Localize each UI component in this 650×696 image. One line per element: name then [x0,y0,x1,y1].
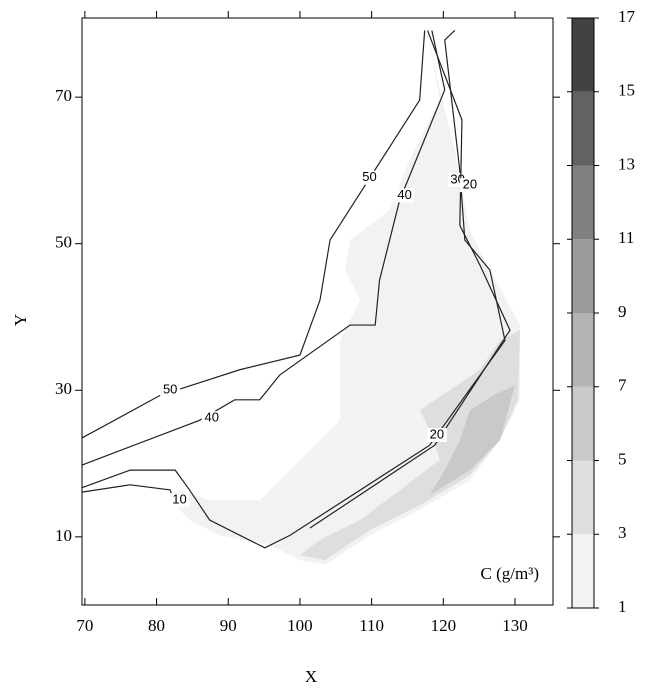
contour-label: 20 [463,177,477,192]
colorbar-band [572,91,594,166]
contour-label-bg [359,170,380,185]
filled-region [429,385,516,496]
x-axis-label: X [305,667,317,686]
annotation: C (g/m³) [481,564,539,583]
colorbar-label: 11 [618,228,634,247]
y-tick-label: 10 [55,526,72,545]
colorbar-band [572,18,594,92]
filled-region [299,330,521,561]
contour-line [81,30,446,466]
y-axis-label: Y [11,314,30,326]
contour-label-bg [169,493,190,508]
colorbar-label: 1 [618,597,627,616]
contour-label: 20 [430,426,444,441]
contour-label: 50 [362,169,376,184]
contour-label-bg [426,427,447,442]
contour-label-bg [459,178,480,193]
colorbar-label: 7 [618,376,627,395]
colorbar-band [572,165,594,240]
contour-label: 40 [205,410,219,425]
contour-label-bg [160,383,181,398]
contour-label-bg [201,411,222,426]
x-tick-label: 70 [76,616,93,635]
colorbar-band [572,313,594,387]
contour-label: 10 [172,492,186,507]
x-tick-label: 100 [287,616,313,635]
colorbar-label: 3 [618,523,627,542]
contour-line [81,484,176,506]
y-tick-label: 50 [55,233,72,252]
colorbar-label: 17 [618,7,636,26]
contour-label-bg [394,188,415,203]
x-tick-label: 90 [220,616,237,635]
x-tick-label: 120 [431,616,457,635]
contour-line [309,30,511,529]
contour-label: 50 [163,382,177,397]
colorbar-label: 5 [618,449,627,468]
plot-frame [81,17,554,606]
x-tick-label: 130 [502,616,528,635]
x-tick-label: 80 [148,616,165,635]
colorbar-label: 9 [618,302,627,321]
colorbar-band [572,386,594,461]
colorbar-label: 13 [618,154,635,173]
y-tick-label: 30 [55,379,72,398]
colorbar-label: 15 [618,81,635,100]
x-tick-label: 110 [359,616,384,635]
colorbar-band [572,239,594,313]
filled-region [175,30,521,565]
colorbar-band [572,534,594,608]
y-tick-label: 70 [55,86,72,105]
contour-label: 40 [397,187,411,202]
colorbar-band [572,460,594,535]
